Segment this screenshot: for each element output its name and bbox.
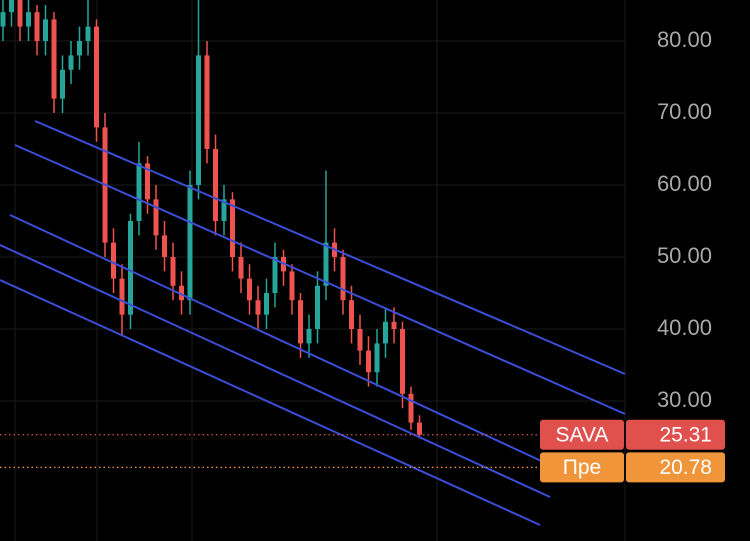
price-name: SAVA bbox=[556, 423, 609, 446]
candle-body bbox=[238, 256, 244, 279]
price-value-box bbox=[626, 452, 725, 483]
price-name-box bbox=[540, 452, 624, 483]
price-value-box bbox=[626, 419, 725, 450]
candle-body bbox=[145, 163, 150, 200]
candle-body bbox=[187, 184, 193, 301]
candle-body bbox=[272, 256, 278, 294]
candle-body bbox=[298, 300, 303, 344]
trend-line bbox=[34, 120, 626, 375]
candle-body bbox=[349, 300, 354, 330]
candle-body bbox=[340, 256, 346, 301]
y-tick-label: 70.00 bbox=[657, 99, 712, 124]
candle-body bbox=[9, 0, 14, 13]
candle-body bbox=[264, 293, 269, 315]
y-tick-label: 30.00 bbox=[657, 387, 712, 412]
candle-body bbox=[255, 300, 261, 315]
price-value: 25.31 bbox=[659, 423, 712, 446]
candle-body bbox=[43, 19, 48, 41]
candle-body bbox=[289, 271, 295, 301]
price-value: 20.78 bbox=[659, 456, 712, 479]
candle-body bbox=[119, 278, 125, 315]
candle-body bbox=[315, 285, 320, 330]
candle-body bbox=[68, 55, 74, 70]
price-name: Пре bbox=[563, 456, 601, 479]
candle-body bbox=[153, 199, 159, 236]
candle-body bbox=[357, 329, 363, 351]
y-axis: 30.00 40.00 50.00 60.00 70.00 80.00 bbox=[657, 27, 712, 412]
y-tick-label: 50.00 bbox=[657, 243, 712, 268]
candle-body bbox=[77, 40, 82, 56]
candle-body bbox=[417, 422, 422, 435]
candle-body bbox=[221, 199, 227, 221]
candle-body bbox=[408, 393, 414, 423]
candle-body bbox=[230, 199, 235, 257]
candle-body bbox=[247, 278, 252, 301]
candle-body bbox=[179, 285, 184, 301]
candle-body bbox=[196, 55, 201, 185]
candle-body bbox=[391, 321, 397, 330]
price-name-box bbox=[540, 419, 624, 450]
candle-body bbox=[374, 343, 380, 373]
candle-body bbox=[34, 12, 40, 41]
price-labels: SAVA 25.31 Пре 20.78 bbox=[0, 419, 725, 483]
trend-line bbox=[0, 244, 551, 498]
candle-body bbox=[94, 26, 99, 128]
candle-body bbox=[170, 256, 176, 286]
y-tick-label: 60.00 bbox=[657, 171, 712, 196]
candle-body bbox=[306, 329, 312, 344]
candle-body bbox=[162, 235, 167, 257]
candle-body bbox=[204, 55, 210, 149]
channel-lines bbox=[0, 120, 626, 526]
trend-line bbox=[0, 279, 541, 526]
candle-body bbox=[383, 321, 388, 344]
candle-body bbox=[213, 148, 218, 221]
candle-body bbox=[85, 26, 91, 41]
trend-line bbox=[9, 214, 551, 466]
candle-body bbox=[128, 220, 133, 315]
candle-body bbox=[0, 12, 6, 27]
candle-body bbox=[136, 163, 142, 221]
candle-body bbox=[323, 242, 329, 286]
y-tick-label: 80.00 bbox=[657, 27, 712, 52]
candle-body bbox=[51, 19, 57, 99]
candle-body bbox=[111, 242, 116, 279]
candle-body bbox=[366, 350, 371, 373]
y-tick-label: 40.00 bbox=[657, 315, 712, 340]
candle-body bbox=[17, 0, 23, 27]
candle-body bbox=[26, 12, 31, 27]
candle-body bbox=[60, 69, 65, 99]
trend-line bbox=[14, 144, 626, 415]
candle-body bbox=[400, 329, 405, 394]
